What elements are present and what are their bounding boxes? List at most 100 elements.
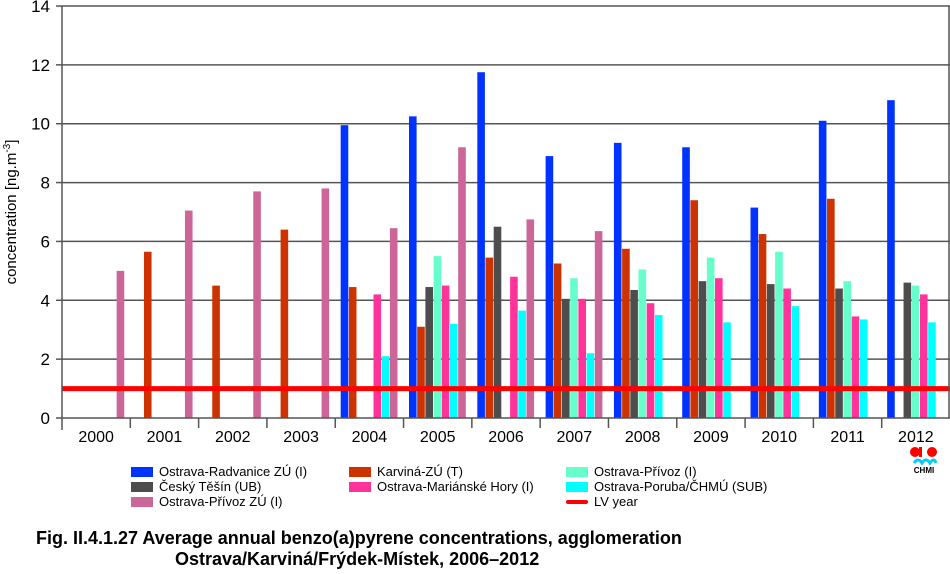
x-tick-labels: 2000 2001 2002 2003 2004 2005 2006 2007 2008 2009…	[78, 429, 933, 446]
bar	[859, 319, 868, 418]
bar	[594, 231, 603, 418]
bar	[433, 256, 442, 418]
bar	[911, 285, 920, 418]
bar	[493, 226, 502, 418]
legend-item: Ostrava-Radvanice ZÚ (I)	[131, 464, 307, 479]
y-axis-label: concentration [ng.m-3]	[2, 140, 20, 285]
bar	[646, 303, 655, 418]
bar	[570, 278, 578, 418]
bar	[835, 288, 843, 418]
bar	[698, 281, 707, 418]
legend-swatch	[349, 466, 371, 477]
x-tick-label: 2001	[147, 429, 183, 446]
x-tick-label: 2006	[488, 429, 524, 446]
bar	[928, 322, 936, 418]
bar	[723, 322, 731, 418]
legend-item: Karviná-ZÚ (T)	[349, 464, 463, 479]
bars	[116, 72, 936, 419]
bar	[441, 285, 450, 418]
legend-label: Ostrava-Přívoz ZÚ (I)	[159, 494, 283, 509]
bar	[143, 251, 152, 418]
bar	[518, 310, 526, 418]
bar	[485, 257, 494, 418]
bar	[321, 188, 330, 418]
bar	[280, 229, 289, 418]
bar	[758, 234, 767, 418]
axes	[61, 6, 950, 430]
bar	[903, 282, 912, 418]
legend-swatch	[131, 481, 153, 492]
bar	[417, 326, 425, 418]
bar	[613, 142, 622, 419]
y-tick-label: 4	[41, 291, 50, 310]
bar	[887, 100, 895, 419]
chmi-logo-icon	[910, 447, 938, 466]
legend-swatch	[131, 496, 153, 507]
y-tick-labels: 0 2 4 6 8 10 12 14	[31, 0, 50, 428]
bar	[715, 278, 723, 418]
bar	[449, 323, 458, 418]
bar	[586, 353, 595, 418]
y-tick-label: 8	[41, 174, 50, 193]
bar	[783, 288, 791, 418]
y-tick-label: 14	[31, 0, 50, 16]
y-tick-label: 2	[41, 350, 50, 369]
bar	[630, 289, 638, 418]
bar	[116, 270, 125, 418]
bar	[408, 116, 417, 418]
bar	[545, 156, 554, 419]
bar-chart: 0 2 4 6 8 10 12 14 2000 2001 2002 2003 2004 2005 2006…	[2, 0, 950, 446]
x-tick-label: 2009	[693, 429, 729, 446]
legend-label: LV year	[594, 494, 638, 509]
bar	[682, 147, 690, 418]
legend-label: Ostrava-Radvanice ZÚ (I)	[159, 464, 308, 479]
bar	[348, 287, 357, 418]
x-tick-label: 2012	[898, 429, 934, 446]
bar	[425, 287, 433, 418]
bar	[458, 147, 466, 418]
bar	[654, 315, 663, 418]
y-tick-label: 0	[41, 409, 50, 428]
x-tick-label: 2005	[420, 429, 456, 446]
legend-label: Karviná-ZÚ (T)	[377, 464, 463, 479]
legend-item: Ostrava-Přívoz ZÚ (I)	[131, 494, 283, 509]
figure-caption: Fig. II.4.1.27 Average annual benzo(a)py…	[36, 528, 682, 570]
bar	[690, 200, 699, 418]
x-tick-label: 2008	[625, 429, 661, 446]
bar	[373, 294, 382, 418]
bar	[526, 219, 535, 418]
legend-item: Ostrava-Poruba/ČHMÚ (SUB)	[566, 479, 767, 494]
bar	[184, 210, 193, 418]
bar	[818, 120, 827, 419]
bar	[638, 269, 647, 418]
legend: Ostrava-Radvanice ZÚ (I) Český Těšín (UB)…	[131, 464, 831, 520]
legend-swatch	[566, 481, 588, 492]
bar	[389, 228, 398, 418]
x-tick-label: 2007	[557, 429, 593, 446]
chmi-logo: CHMI	[904, 446, 944, 482]
legend-item: Ostrava-Přívoz (I)	[566, 464, 697, 479]
bar	[791, 306, 800, 418]
x-tick-label: 2011	[830, 429, 865, 446]
bar	[750, 207, 759, 418]
legend-label: Ostrava-Poruba/ČHMÚ (SUB)	[594, 479, 768, 494]
x-tick-label: 2000	[78, 429, 114, 446]
bar	[340, 125, 349, 418]
bar	[851, 316, 860, 418]
x-tick-label: 2004	[352, 429, 388, 446]
bar	[477, 72, 485, 418]
caption-line-2: Ostrava/Karviná/Frýdek-Místek, 2006–2012	[175, 549, 540, 569]
legend-item: Český Těšín (UB)	[131, 479, 261, 494]
legend-label: Český Těšín (UB)	[159, 479, 262, 494]
legend-swatch	[131, 466, 153, 477]
legend-item: Ostrava-Mariánské Hory (I)	[349, 479, 534, 494]
chmi-logo-text: CHMI	[913, 466, 935, 475]
legend-swatch	[566, 466, 588, 477]
legend-swatch	[566, 499, 588, 504]
bar	[553, 263, 562, 418]
x-tick-label: 2003	[283, 429, 319, 446]
x-tick-label: 2010	[761, 429, 797, 446]
bar	[562, 298, 570, 418]
legend-swatch	[349, 481, 371, 492]
x-tick-label: 2002	[215, 429, 251, 446]
